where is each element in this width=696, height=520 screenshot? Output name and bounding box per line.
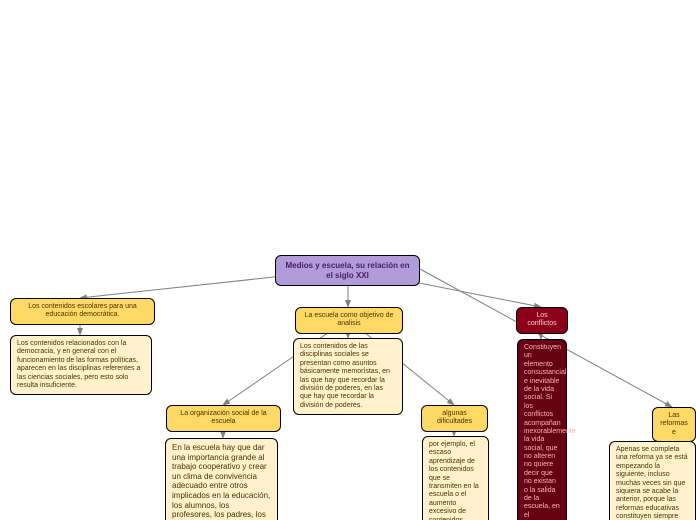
node-escaso-aprendizaje[interactable]: por ejemplo, el escaso aprendizaje de lo… bbox=[422, 436, 489, 520]
root-node[interactable]: Medios y escuela, su relación en el sigl… bbox=[275, 255, 420, 286]
node-organizacion-social[interactable]: La organización social de la escuela bbox=[166, 405, 281, 432]
node-contenidos-escolares[interactable]: Los contenidos escolares para una educac… bbox=[10, 298, 155, 325]
node-reformas[interactable]: Las reformas e bbox=[652, 407, 696, 442]
node-escuela-objetivo[interactable]: La escuela como objetivo de analisis bbox=[295, 307, 403, 334]
node-disciplinas-sociales[interactable]: Los contenidos de las disciplinas social… bbox=[293, 338, 403, 415]
node-reformas-detail[interactable]: Apenas se completa una reforma ya se est… bbox=[609, 441, 696, 520]
node-conflictos[interactable]: Los conflictos bbox=[516, 307, 568, 334]
node-conflictos-detail[interactable]: Constituyen un elemento consustancial e … bbox=[517, 339, 567, 520]
node-trabajo-cooperativo[interactable]: En la escuela hay que dar una importanci… bbox=[165, 438, 278, 520]
node-contenidos-democracia-detail[interactable]: Los contenidos relacionados con la democ… bbox=[10, 335, 152, 395]
node-dificultades[interactable]: algunas dificultades bbox=[421, 405, 488, 432]
